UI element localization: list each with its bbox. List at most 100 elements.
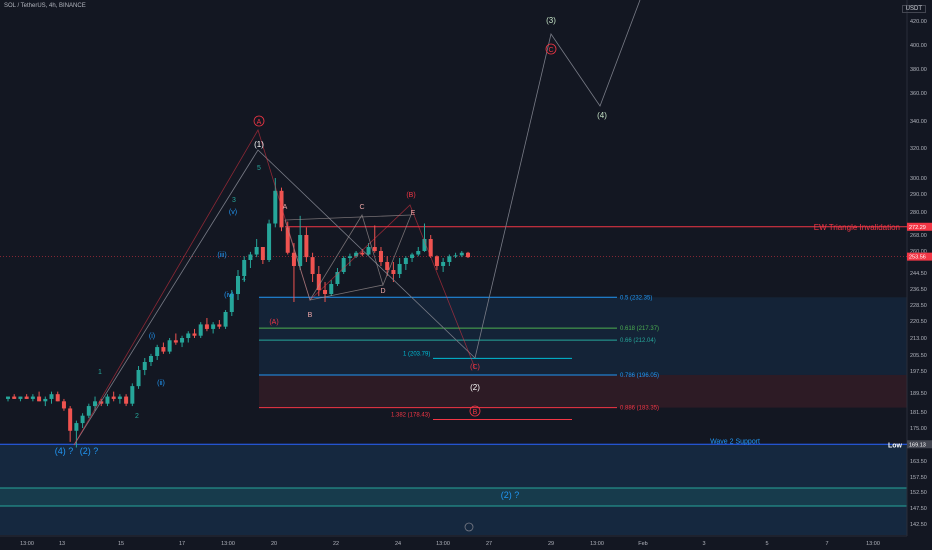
- candle-body: [397, 264, 402, 274]
- candle-body: [291, 252, 296, 266]
- y-tick: 197.50: [910, 369, 927, 375]
- wave-label: (2): [470, 383, 480, 392]
- x-tick: 29: [548, 541, 554, 547]
- candle-body: [204, 324, 209, 329]
- wave-label: (ii): [157, 380, 165, 387]
- candle-body: [180, 338, 185, 343]
- candle-body: [335, 272, 340, 284]
- x-tick: 13:00: [20, 541, 34, 547]
- x-tick: 7: [825, 541, 828, 547]
- candle-body: [186, 333, 191, 338]
- wave-label: B: [308, 312, 313, 319]
- candle-body: [49, 394, 54, 399]
- candle-body: [354, 252, 359, 257]
- candle-body: [80, 415, 85, 424]
- candle-body: [403, 258, 408, 264]
- candle-body: [310, 257, 315, 274]
- y-tick: 300.00: [910, 176, 927, 182]
- wave-label: (A): [269, 319, 278, 326]
- wave-label: C: [359, 204, 364, 211]
- x-tick: 13:00: [221, 541, 235, 547]
- candle-body: [155, 347, 160, 356]
- candle-body: [61, 401, 66, 409]
- wave-circle: [545, 43, 557, 55]
- currency-badge[interactable]: USDT: [901, 5, 926, 13]
- candle-body: [428, 239, 433, 257]
- fib-label: 1.382 (178.43): [391, 413, 430, 419]
- candle-body: [24, 396, 29, 399]
- candle-body: [136, 370, 141, 387]
- y-tick: 340.00: [910, 119, 927, 125]
- candle-body: [74, 423, 79, 431]
- wave-circle: [469, 405, 481, 417]
- candle-body: [285, 227, 290, 253]
- candle-body: [6, 396, 10, 399]
- candle-body: [68, 408, 73, 431]
- bottom-marker-icon: [464, 522, 474, 532]
- candle-body: [86, 406, 91, 416]
- candle-body: [12, 396, 17, 399]
- fib-label: 0.618 (217.37): [620, 326, 659, 332]
- x-tick: 13:00: [436, 541, 450, 547]
- candle-body: [55, 394, 60, 402]
- candle-body: [236, 276, 240, 294]
- x-tick: 27: [486, 541, 492, 547]
- wave-label: (v): [229, 209, 237, 216]
- y-tick: 280.00: [910, 210, 927, 216]
- y-tick: 420.00: [910, 19, 927, 25]
- x-tick: 22: [333, 541, 339, 547]
- wave-label: (B): [406, 192, 415, 199]
- x-tick: 13:00: [590, 541, 604, 547]
- wave-label: (1): [254, 140, 264, 149]
- x-tick: 20: [271, 541, 277, 547]
- candle-body: [441, 262, 446, 266]
- x-tick: 3: [702, 541, 705, 547]
- wave-label: (4) ?: [55, 446, 74, 456]
- candle-body: [211, 324, 216, 329]
- price-label-bg: [907, 440, 932, 449]
- candle-body: [217, 324, 222, 327]
- candle-body: [111, 396, 116, 399]
- candle-body: [410, 254, 415, 258]
- x-tick: 13: [59, 541, 65, 547]
- candle-body: [148, 356, 153, 362]
- wave-circle: [253, 115, 265, 127]
- fib-label: 0.886 (183.35): [620, 406, 659, 412]
- candle-body: [242, 260, 247, 276]
- candle-body: [248, 254, 253, 260]
- candle-body: [124, 396, 129, 404]
- x-tick: 13:00: [866, 541, 880, 547]
- price-label-bg: [907, 222, 932, 231]
- wave-label: (4): [597, 111, 607, 120]
- y-tick: 380.00: [910, 67, 927, 73]
- candle-body: [18, 396, 23, 399]
- candle-body: [117, 396, 122, 399]
- price-label-bg: [907, 252, 932, 261]
- y-tick: 290.00: [910, 192, 927, 198]
- y-tick: 400.00: [910, 43, 927, 49]
- y-tick: 236.50: [910, 287, 927, 293]
- price-label: 253.56: [909, 255, 926, 261]
- fib-zone-red: [259, 374, 907, 408]
- candle-body: [279, 190, 284, 228]
- wave-label: 5: [257, 165, 261, 172]
- candle-body: [447, 256, 452, 262]
- candle-body: [105, 396, 110, 404]
- candle-body: [378, 251, 383, 262]
- y-tick: 175.00: [910, 426, 927, 432]
- candle-body: [453, 255, 458, 257]
- y-tick: 228.50: [910, 303, 927, 309]
- low-label: Low: [888, 442, 903, 449]
- candle-body: [161, 347, 166, 352]
- wave-label: 3: [232, 197, 236, 204]
- y-tick: 189.50: [910, 391, 927, 397]
- y-tick: 268.00: [910, 233, 927, 239]
- y-tick: 163.50: [910, 459, 927, 465]
- wave-label: (iii): [217, 252, 226, 259]
- candle-body: [254, 247, 259, 255]
- y-tick: 205.50: [910, 353, 927, 359]
- x-tick: 5: [765, 541, 768, 547]
- candle-body: [37, 396, 42, 402]
- y-tick: 220.50: [910, 319, 927, 325]
